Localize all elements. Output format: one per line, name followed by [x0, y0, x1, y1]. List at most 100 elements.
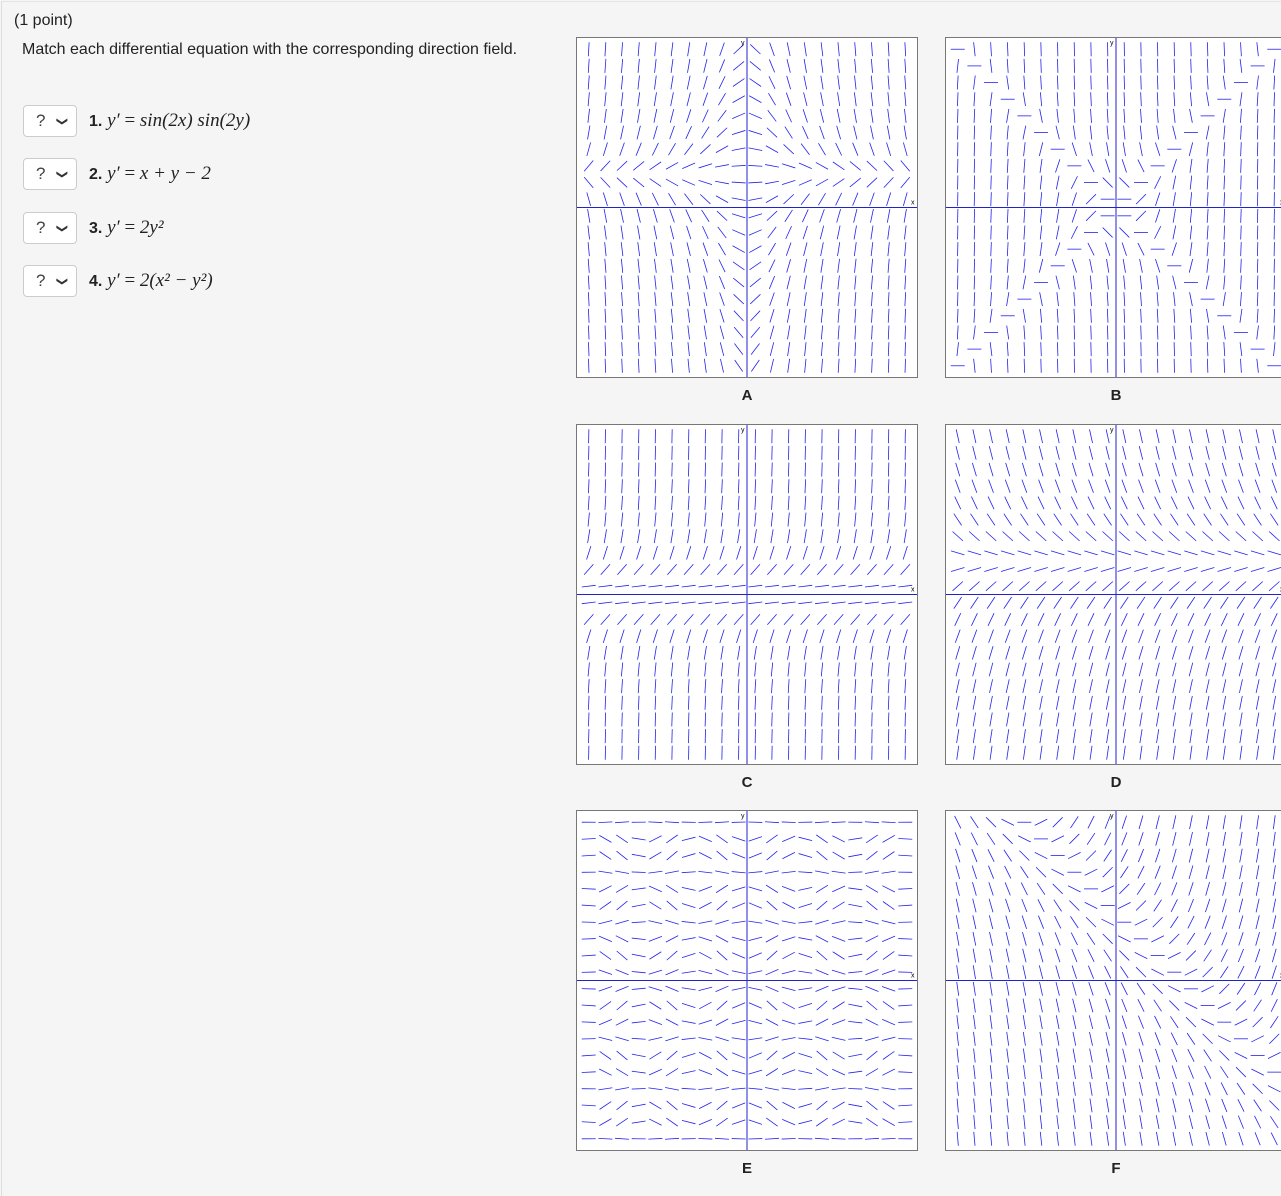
- slope-segment: [1205, 815, 1210, 830]
- slope-segment: [1039, 208, 1043, 223]
- slope-segment: [1203, 1049, 1212, 1062]
- slope-segment: [1003, 596, 1012, 609]
- slope-segment: [854, 258, 857, 273]
- slope-segment: [1068, 581, 1080, 592]
- slope-segment: [1205, 1131, 1210, 1146]
- slope-segment: [615, 935, 629, 943]
- slope-segment: [649, 1101, 662, 1110]
- slope-segment: [581, 888, 596, 890]
- slope-segment: [1239, 58, 1243, 73]
- slope-segment: [1004, 865, 1012, 879]
- slope-segment: [853, 92, 857, 107]
- slope-segment: [1188, 462, 1194, 477]
- slope-segment: [1206, 92, 1210, 107]
- slope-segment: [637, 58, 640, 73]
- slope-segment: [602, 629, 608, 643]
- slope-segment: [599, 901, 612, 910]
- slope-segment: [904, 662, 907, 677]
- slope-segment: [866, 850, 878, 861]
- slope-segment: [972, 446, 977, 460]
- slope-segment: [1221, 1098, 1228, 1113]
- slope-segment: [1121, 159, 1127, 173]
- slope-segment: [904, 275, 907, 290]
- slope-segment: [665, 1036, 679, 1042]
- slope-segment: [1189, 92, 1193, 107]
- slope-segment: [602, 142, 608, 156]
- slope-segment: [732, 1052, 746, 1059]
- slope-segment: [865, 985, 879, 992]
- slope-segment: [1139, 679, 1143, 694]
- slope-segment: [604, 242, 607, 257]
- slope-segment: [1022, 712, 1026, 727]
- slope-segment: [1036, 596, 1046, 609]
- slope-segment: [1006, 1081, 1009, 1096]
- slope-segment: [831, 920, 846, 925]
- slope-segment: [1188, 662, 1194, 677]
- slope-segment: [604, 325, 607, 340]
- slope-segment: [786, 75, 791, 90]
- slope-segment: [1156, 75, 1159, 90]
- slope-segment: [1220, 496, 1228, 510]
- slope-segment: [581, 1004, 596, 1007]
- answer-select[interactable]: ? ❯: [23, 158, 77, 190]
- slope-segment: [1267, 550, 1281, 556]
- slope-segment: [665, 884, 679, 893]
- slope-segment: [1121, 1015, 1127, 1029]
- slope-segment: [631, 853, 646, 858]
- slope-segment: [1255, 462, 1261, 477]
- slope-segment: [1170, 596, 1179, 609]
- slope-segment: [615, 1087, 630, 1091]
- slope-segment: [970, 832, 978, 846]
- slope-segment: [604, 42, 607, 57]
- slope-segment: [1055, 125, 1060, 140]
- slope-segment: [766, 900, 778, 911]
- slope-segment: [989, 679, 993, 694]
- slope-segment: [750, 310, 761, 322]
- slope-segment: [1039, 108, 1043, 123]
- slope-segment: [587, 275, 590, 290]
- slope-segment: [653, 225, 658, 240]
- slope-segment: [1140, 292, 1142, 307]
- slope-segment: [870, 242, 874, 257]
- slope-segment: [587, 662, 590, 677]
- slope-segment: [1055, 948, 1061, 963]
- slope-segment: [989, 1015, 993, 1030]
- slope-segment: [1038, 629, 1044, 643]
- answer-select[interactable]: ? ❯: [23, 212, 77, 244]
- slope-segment: [986, 596, 996, 609]
- slope-segment: [653, 208, 658, 223]
- select-value: ?: [36, 111, 46, 130]
- slope-segment: [653, 92, 657, 107]
- slope-segment: [648, 821, 663, 823]
- slope-segment: [787, 479, 790, 494]
- slope-segment: [698, 871, 713, 874]
- slope-segment: [733, 44, 745, 55]
- slope-segment: [881, 601, 896, 605]
- slope-segment: [1154, 176, 1162, 189]
- slope-segment: [1055, 1015, 1060, 1030]
- slope-segment: [803, 75, 808, 90]
- answer-select[interactable]: ? ❯: [23, 105, 77, 137]
- slope-segment: [1088, 446, 1094, 460]
- slope-segment: [603, 645, 607, 660]
- slope-segment: [781, 1069, 796, 1075]
- slope-segment: [586, 192, 592, 207]
- slope-segment: [1039, 92, 1043, 107]
- slope-segment: [1140, 325, 1142, 340]
- slope-segment: [1135, 581, 1147, 592]
- slope-segment: [887, 225, 890, 240]
- slope-segment: [786, 258, 791, 273]
- slope-segment: [867, 564, 877, 576]
- slope-segment: [973, 325, 976, 340]
- slope-segment: [1055, 429, 1060, 444]
- slope-segment: [1189, 175, 1193, 190]
- slope-segment: [1190, 342, 1192, 357]
- slope-segment: [1206, 225, 1209, 240]
- slope-segment: [631, 837, 646, 841]
- slope-segment: [1002, 531, 1014, 542]
- slope-segment: [731, 584, 746, 588]
- slope-segment: [973, 1115, 976, 1130]
- answer-select[interactable]: ? ❯: [23, 265, 77, 297]
- slope-segment: [1255, 865, 1260, 880]
- slope-segment: [972, 981, 976, 996]
